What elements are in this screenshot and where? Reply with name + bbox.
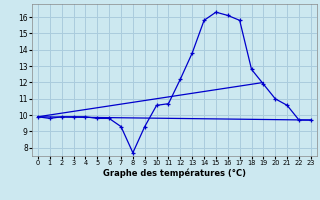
X-axis label: Graphe des températures (°C): Graphe des températures (°C) (103, 169, 246, 178)
